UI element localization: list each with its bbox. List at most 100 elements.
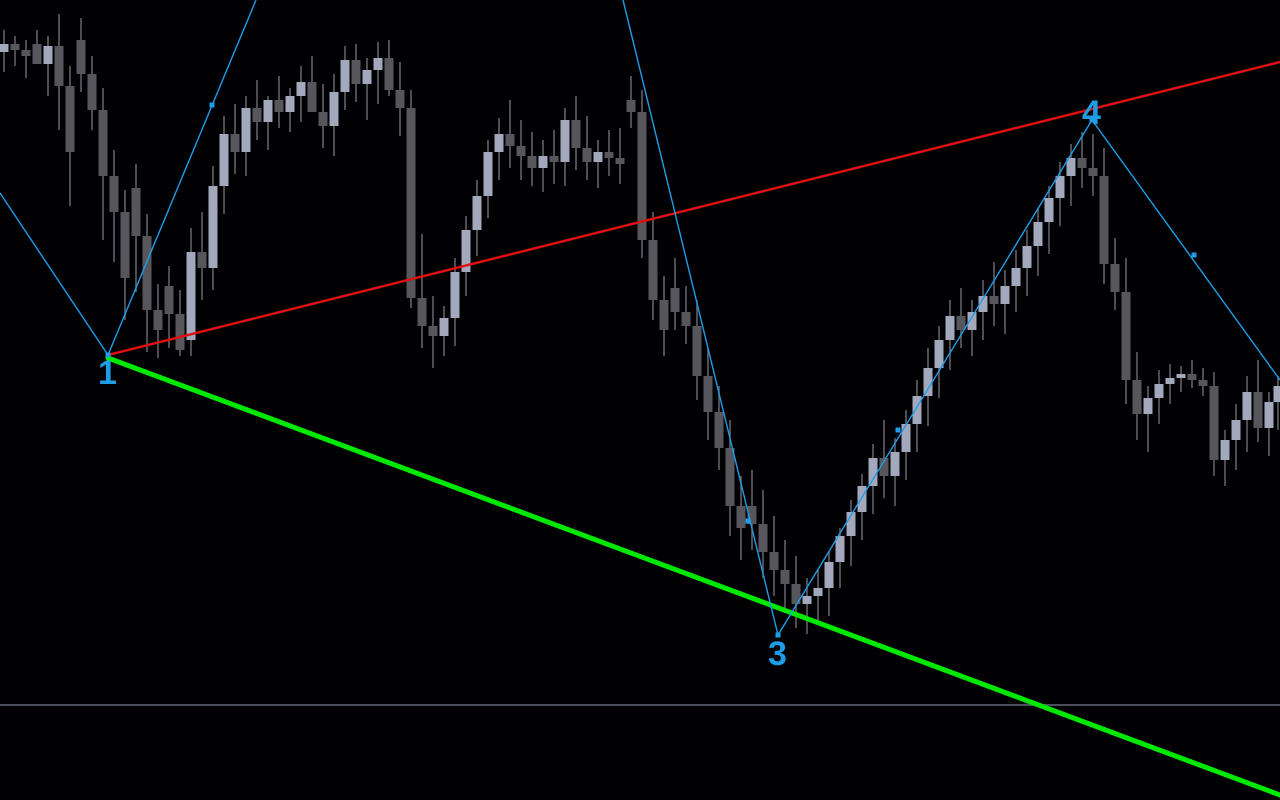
candlestick [747,470,757,550]
anchor-4[interactable] [1089,117,1095,123]
candlestick [989,262,999,326]
candlestick [1253,360,1263,442]
candle-body [417,298,427,326]
candle-body [934,340,944,368]
anchor-mid-1-2[interactable] [209,102,215,108]
candlestick [1099,148,1109,284]
candlestick [505,100,515,168]
candle-body [142,236,152,310]
candlestick [1033,208,1043,276]
candlestick [76,18,86,92]
anchor-1[interactable] [105,352,111,358]
candlestick [648,212,658,320]
candle-body [1273,386,1280,402]
wave-segments-layer[interactable] [0,0,1280,636]
candlestick [967,300,977,356]
trend-lines-layer[interactable] [105,60,1280,798]
candlestick [857,474,867,540]
candle-body [747,506,757,524]
segment-2-to-3[interactable] [622,0,779,636]
candle-body [824,562,834,588]
candle-body [978,296,988,312]
candle-body [109,176,119,212]
candle-body [615,158,625,164]
candle-body [560,120,570,162]
candle-body [527,156,537,168]
candlestick [604,130,614,176]
candlestick [1176,366,1186,392]
candle-body [1033,222,1043,246]
candle-body [1022,246,1032,268]
candle-body [604,152,614,158]
candle-body [1077,158,1087,168]
anchor-mid-2-3[interactable] [745,518,751,524]
candle-body [516,146,526,156]
resistance-trendline[interactable] [106,60,1280,357]
candlestick [362,58,372,120]
candlestick [835,528,845,588]
candlestick [131,164,141,292]
candle-body [846,512,856,536]
candle-body [989,296,999,304]
candle-body [472,196,482,230]
candle-body [670,288,680,312]
candlestick [461,216,471,296]
candle-body [43,46,53,64]
candlestick [10,36,20,66]
candle-body [571,120,581,148]
candle-body [76,40,86,74]
candlestick [626,76,636,128]
candlestick [615,128,625,184]
candlestick [472,180,482,256]
candle-body [758,524,768,552]
candlestick [912,380,922,452]
wave-anchor-points-layer[interactable] [105,102,1197,638]
candle-body [0,44,9,52]
candle-body [1055,176,1065,198]
candle-body [835,536,845,562]
anchor-mid-3-4[interactable] [895,427,901,433]
candle-body [956,316,966,330]
candlestick [241,96,251,176]
candle-body [626,100,636,112]
candlestick [494,118,504,180]
candlestick [263,96,273,150]
candlestick [1077,132,1087,188]
candle-body [1220,440,1230,460]
candle-body [857,486,867,512]
candle-body [285,96,295,112]
anchor-3[interactable] [775,632,781,638]
anchor-mid-4-5[interactable] [1191,252,1197,258]
candlestick [351,44,361,102]
candle-body [32,44,42,64]
candlestick [1110,238,1120,310]
segment-1-to-2[interactable] [107,0,257,356]
candlestick [98,88,108,240]
support-trendline[interactable] [105,355,1280,798]
candlestick [670,258,680,330]
candlestick [1231,404,1241,470]
candlestick [879,420,889,498]
candlestick [197,212,207,300]
wave-label-3: 3 [768,635,787,673]
segment-4-to-5[interactable] [1091,119,1280,381]
candlestick [956,288,966,348]
candlestick [142,214,152,352]
candle-body [153,310,163,330]
candle-body [461,230,471,272]
candlestick [395,62,405,136]
candlestick [1000,270,1010,334]
segment-3-to-4[interactable] [777,119,1093,636]
candle-body [1253,392,1263,428]
candlestick [406,90,416,308]
candle-body [549,156,559,162]
segment-into-1[interactable] [0,192,109,356]
candlestick [1209,372,1219,476]
candlestick [901,410,911,480]
candle-body [1044,198,1054,222]
candlestick [978,280,988,340]
candlestick [219,116,229,214]
candle-body [736,506,746,528]
